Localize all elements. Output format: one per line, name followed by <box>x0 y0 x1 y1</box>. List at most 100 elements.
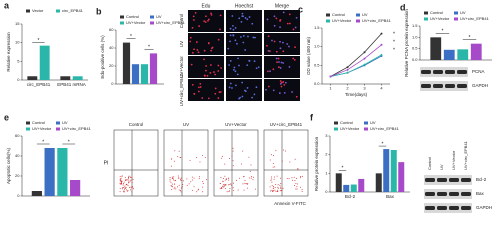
legend-swatch <box>120 15 124 19</box>
cell-dot <box>203 58 205 61</box>
cell-dot <box>205 15 207 18</box>
flow-dot <box>244 183 246 185</box>
cell-dot <box>242 35 245 37</box>
flow-dot <box>124 188 126 190</box>
cell-image <box>226 33 262 55</box>
legend-swatch <box>364 121 368 125</box>
blot-band <box>445 84 455 88</box>
cell-dot <box>269 70 271 73</box>
cell-dot <box>218 91 221 94</box>
cell-dot <box>268 50 271 53</box>
flow-dot <box>228 177 230 179</box>
cell-dot <box>242 15 244 18</box>
cell-dot <box>279 26 281 28</box>
legend-label: Control <box>126 14 139 19</box>
y-tick-label: 20 <box>109 63 114 68</box>
flow-dot <box>180 190 182 192</box>
flow-dot <box>297 169 299 171</box>
cell-dot <box>272 68 275 71</box>
flow-dot <box>129 189 131 191</box>
flow-dot <box>202 181 204 183</box>
cell-dot <box>219 28 221 31</box>
flow-dot <box>228 184 230 186</box>
flow-dot <box>171 186 173 188</box>
y-tick-label: 0.5 <box>412 46 418 51</box>
flow-dot <box>291 177 293 179</box>
bar <box>140 64 149 84</box>
flow-dot <box>190 181 192 183</box>
point <box>363 51 366 54</box>
bar <box>430 37 442 60</box>
cell-dot <box>280 81 283 84</box>
flow-dot <box>274 187 276 189</box>
flow-dot <box>269 159 271 161</box>
blot-band <box>461 192 471 196</box>
cell-dot <box>247 35 249 38</box>
flow-dot <box>292 179 294 181</box>
flow-dot <box>279 184 281 186</box>
x-tick-label: EPB41 mRNA <box>57 82 86 87</box>
flow-dot <box>276 175 278 177</box>
cell-dot <box>234 70 237 73</box>
flow-dot <box>125 180 127 182</box>
cell-dot <box>205 65 207 67</box>
cell-dot <box>214 73 217 76</box>
bar <box>383 149 390 192</box>
flow-dot <box>130 176 132 178</box>
flow-dot <box>301 175 303 177</box>
cell-dot <box>292 57 295 60</box>
cell-dot <box>240 36 242 38</box>
blot-band <box>425 178 435 182</box>
flow-dot <box>242 183 244 185</box>
cell-dot <box>279 67 282 69</box>
legend-label: UV+circ_EPB41 <box>370 126 400 131</box>
y-tick-label: 0 <box>325 189 328 194</box>
cell-dot <box>236 73 239 76</box>
cell-dot <box>282 11 285 14</box>
flow-dot <box>251 175 253 177</box>
flow-dot <box>222 184 224 186</box>
legend-swatch <box>424 17 428 21</box>
flow-dot <box>250 177 252 179</box>
legend-swatch <box>56 121 60 125</box>
flow-dot <box>226 191 228 193</box>
flow-dot <box>175 188 177 190</box>
y-tick-label: 0 <box>17 77 20 82</box>
blot-band <box>433 84 443 88</box>
flow-dot <box>221 187 223 189</box>
y-tick-label: 2 <box>325 152 328 157</box>
cell-dot <box>234 39 237 42</box>
flow-dot <box>232 160 234 162</box>
cell-dot <box>189 40 192 43</box>
bar <box>60 76 71 80</box>
cell-dot <box>229 82 232 85</box>
y-tick-label: 15 <box>15 21 20 26</box>
bar <box>443 49 455 60</box>
flow-dot <box>224 183 226 185</box>
flow-dot <box>280 183 282 185</box>
cell-dot <box>199 82 202 85</box>
y-axis-label: Edu-positive cells (%) <box>100 35 105 79</box>
flow-dot <box>173 179 175 181</box>
flow-title: Control <box>129 122 144 127</box>
point <box>363 63 366 66</box>
blot-band <box>425 192 435 196</box>
flow-dot <box>294 179 296 181</box>
flow-dot <box>296 177 298 179</box>
flow-dot <box>201 154 203 156</box>
bar <box>57 148 68 196</box>
flow-dot <box>177 156 179 158</box>
cell-dot <box>214 87 217 90</box>
blot-band <box>449 206 459 210</box>
panel-letter: f <box>310 112 314 122</box>
flow-dot <box>271 178 273 180</box>
bar <box>44 148 55 196</box>
legend-swatch <box>56 127 60 131</box>
point <box>380 43 383 46</box>
cell-dot <box>265 88 267 91</box>
significance-label: * <box>442 29 444 35</box>
x-tick-label: 4 <box>380 86 383 91</box>
y-tick-label: 60 <box>109 27 114 32</box>
cell-dot <box>198 25 201 27</box>
flow-dot <box>182 183 184 185</box>
